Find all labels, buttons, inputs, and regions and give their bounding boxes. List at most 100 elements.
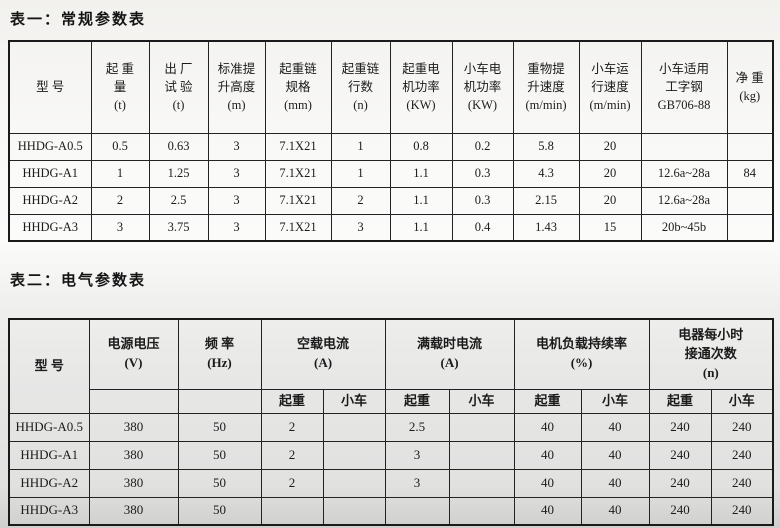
table2-subheader-hoist: 起重 — [384, 388, 450, 414]
table2-cell: 50 — [177, 412, 262, 442]
table1-header-model: 型 号 — [8, 40, 92, 134]
table2-header-model: 型 号 — [8, 318, 90, 414]
table1-cell: 3 — [207, 132, 266, 161]
table2-cell: 40 — [580, 496, 650, 526]
table2-cell: 2 — [260, 412, 324, 442]
table1-cell: 1.1 — [389, 186, 453, 215]
table2-header-voltage: 电源电压 (V) — [88, 318, 179, 390]
table2-cell: 40 — [580, 468, 650, 498]
table1-cell: 12.6a~28a — [640, 186, 728, 215]
table2-cell: 50 — [177, 468, 262, 498]
table1-cell: 3 — [207, 213, 266, 242]
table2-cell — [260, 496, 324, 526]
table2-subheader-empty — [177, 388, 262, 414]
table1-cell: 3 — [207, 159, 266, 188]
table2-cell — [448, 468, 515, 498]
table1-cell: 7.1X21 — [264, 132, 332, 161]
table1-cell: HHDG-A3 — [8, 213, 92, 242]
table1-cell: 2 — [90, 186, 150, 215]
table1-cell: 84 — [726, 159, 774, 188]
table2-cell: 380 — [88, 440, 179, 470]
table1-cell: 0.8 — [389, 132, 453, 161]
table2-cell: 240 — [710, 496, 774, 526]
table1-header-lift-height: 标准提 升高度 (m) — [207, 40, 266, 134]
table2-cell: 40 — [513, 440, 582, 470]
table1-cell: 7.1X21 — [264, 159, 332, 188]
table-row: HHDG-A3 380 50 40 40 240 240 — [8, 496, 774, 526]
table1-cell: 0.3 — [451, 186, 514, 215]
table2-cell: 380 — [88, 496, 179, 526]
table1-header-trolley-motor-power: 小车电 机功率 (KW) — [451, 40, 514, 134]
table2-cell: 40 — [513, 468, 582, 498]
table1-cell — [726, 213, 774, 242]
table1-cell: 5.8 — [512, 132, 580, 161]
table1-cell: HHDG-A2 — [8, 186, 92, 215]
table1-cell — [726, 186, 774, 215]
table1-header-net-weight: 净 重 (kg) — [726, 40, 774, 134]
table2-cell — [448, 496, 515, 526]
table1-header-ibeam: 小车适用 工字钢 GB706-88 — [640, 40, 728, 134]
table2-cell: 40 — [580, 440, 650, 470]
table-row: HHDG-A3 3 3.75 3 7.1X21 3 1.1 0.4 1.43 1… — [8, 213, 774, 242]
table2-cell — [384, 496, 450, 526]
table2-header-noload-current: 空载电流 (A) — [260, 318, 386, 390]
table2-cell — [322, 440, 386, 470]
table2-cell: 40 — [580, 412, 650, 442]
table2-subheader-hoist: 起重 — [648, 388, 712, 414]
table1-cell: 0.4 — [451, 213, 514, 242]
table1-cell: 1.1 — [389, 159, 453, 188]
table2-cell: 2 — [260, 440, 324, 470]
table1-header-trolley-speed: 小车运 行速度 (m/min) — [578, 40, 642, 134]
table2-cell: 3 — [384, 468, 450, 498]
table2-cell: 3 — [384, 440, 450, 470]
table2-header-frequency: 频 率 (Hz) — [177, 318, 262, 390]
table1-cell: 3 — [90, 213, 150, 242]
table1-header-row: 型 号 起 重 量 (t) 出 厂 试 验 (t) 标准提 升高度 (m) 起重… — [8, 40, 774, 134]
table2-subheader-trolley: 小车 — [448, 388, 515, 414]
table1-cell: 1.25 — [148, 159, 209, 188]
table2-header-sub-row: 起重 小车 起重 小车 起重 小车 起重 小车 — [9, 388, 774, 414]
table1-cell: HHDG-A1 — [8, 159, 92, 188]
table2-cell — [322, 412, 386, 442]
table1-cell: 7.1X21 — [264, 186, 332, 215]
table1-cell — [640, 132, 728, 161]
table-row: HHDG-A1 380 50 2 3 40 40 240 240 — [8, 440, 774, 470]
table2-cell: 240 — [710, 412, 774, 442]
table1-cell: 20 — [578, 186, 642, 215]
electrical-parameters-table: 型 号 电源电压 (V) 频 率 (Hz) 空载电流 (A) 满载时电流 (A)… — [8, 318, 775, 526]
table1-cell: 3 — [207, 186, 266, 215]
table-row: HHDG-A1 1 1.25 3 7.1X21 1 1.1 0.3 4.3 20… — [8, 159, 774, 188]
table1-cell: 1.1 — [389, 213, 453, 242]
table1-title: 表一：常规参数表 — [10, 11, 147, 28]
table1-cell: 0.2 — [451, 132, 514, 161]
table2-cell: HHDG-A1 — [8, 440, 90, 470]
table2-cell: HHDG-A0.5 — [8, 412, 90, 442]
table1-cell: 0.63 — [148, 132, 209, 161]
table1-header-hoist-motor-power: 起重电 机功率 (KW) — [389, 40, 453, 134]
table1-cell: 2.15 — [512, 186, 580, 215]
table1-cell: HHDG-A0.5 — [8, 132, 92, 161]
table1-cell: 3.75 — [148, 213, 209, 242]
table2-subheader-hoist: 起重 — [260, 388, 324, 414]
table2-cell: 380 — [88, 468, 179, 498]
table1-cell: 20 — [578, 159, 642, 188]
table1-cell: 20b~45b — [640, 213, 728, 242]
table2-cell: 50 — [177, 440, 262, 470]
table2-cell: 40 — [513, 412, 582, 442]
table1-header-factory-test: 出 厂 试 验 (t) — [148, 40, 209, 134]
table2-cell: 380 — [88, 412, 179, 442]
table2-cell: 240 — [648, 440, 712, 470]
table1-cell: 2.5 — [148, 186, 209, 215]
table2-cell — [448, 440, 515, 470]
table-row: HHDG-A0.5 380 50 2 2.5 40 40 240 240 — [8, 412, 774, 442]
table2-cell — [448, 412, 515, 442]
table2-cell: HHDG-A3 — [8, 496, 90, 526]
table1-cell: 1 — [90, 159, 150, 188]
table-row: HHDG-A2 2 2.5 3 7.1X21 2 1.1 0.3 2.15 20… — [8, 186, 774, 215]
table1-cell: 4.3 — [512, 159, 580, 188]
table1-cell: 12.6a~28a — [640, 159, 728, 188]
table2-cell: 40 — [513, 496, 582, 526]
table2-subheader-trolley: 小车 — [580, 388, 650, 414]
table1-cell — [726, 132, 774, 161]
